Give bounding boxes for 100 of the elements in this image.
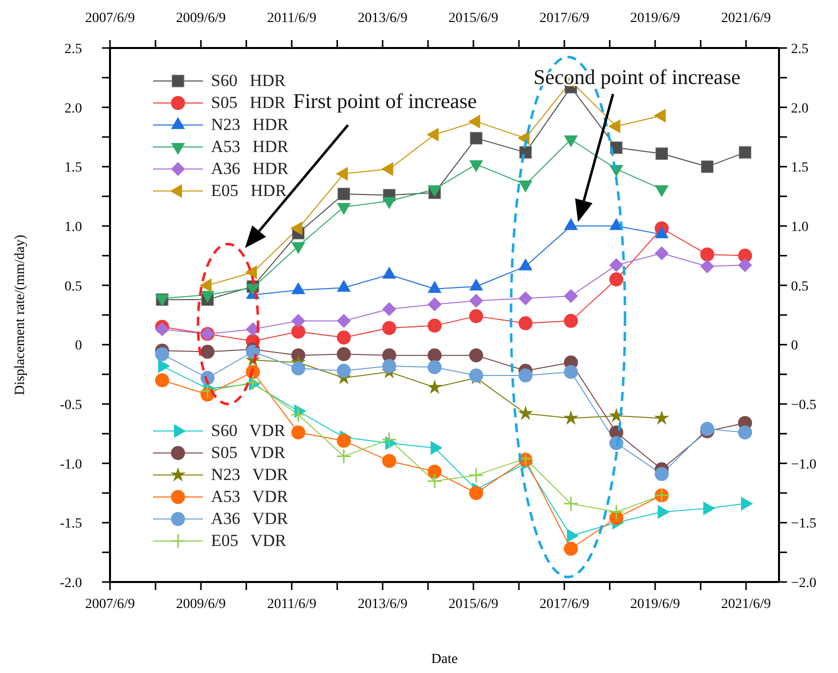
x2-tick-label: 2015/6/9: [448, 11, 498, 26]
y2-tick-label: 0: [791, 338, 798, 354]
point: [336, 314, 351, 328]
legend-label: E05 HDR: [211, 181, 287, 201]
y2-tick-label: −1.0: [791, 457, 816, 472]
y2-tick-label: 2.0: [791, 101, 808, 116]
point: [564, 314, 578, 328]
x-tick-label: 2021/6/9: [721, 596, 771, 612]
y-tick-label: 2.0: [64, 101, 82, 116]
y-tick-label: -0.5: [60, 398, 82, 413]
legend-label: A36 HDR: [211, 159, 288, 179]
y-tick-label: -1.5: [60, 516, 82, 532]
point: [336, 347, 351, 362]
point: [654, 246, 669, 260]
y-tick-label: 0.5: [64, 279, 82, 294]
point: [428, 360, 442, 374]
y2-tick-label: 2.5: [791, 42, 808, 57]
y-tick-label: 0: [75, 338, 82, 354]
point: [291, 361, 306, 376]
point: [518, 291, 533, 306]
point: [155, 347, 170, 362]
point: [700, 247, 714, 262]
y-axis-title: Displacement rate/(mm/day): [13, 234, 28, 396]
point: [382, 359, 396, 374]
point: [700, 259, 714, 274]
point: [654, 467, 669, 482]
x-tick-label: 2011/6/9: [267, 596, 316, 612]
point: [608, 504, 624, 520]
point: [382, 321, 396, 336]
y-tick-label: 1.0: [64, 220, 82, 235]
y-tick-label: 1.5: [64, 160, 82, 176]
point: [336, 448, 352, 464]
point: [427, 379, 442, 394]
point: [738, 258, 752, 272]
legend-label: S60 HDR: [211, 71, 286, 91]
point: [469, 309, 484, 324]
point: [155, 322, 170, 336]
x2-tick-label: 2021/6/9: [721, 11, 771, 26]
legend-label: S05 VDR: [211, 443, 286, 463]
point: [609, 272, 624, 286]
point: [428, 348, 442, 362]
point: [609, 258, 624, 272]
point: [654, 410, 670, 425]
x2-tick-label: 2013/6/9: [358, 11, 408, 26]
point: [738, 425, 752, 440]
point: [291, 324, 306, 339]
annotation: First point of increase: [293, 89, 477, 113]
point: [382, 454, 396, 468]
x-tick-label: 2007/6/9: [85, 596, 135, 612]
point: [428, 318, 442, 333]
y2-tick-label: 1.0: [791, 220, 808, 235]
x2-tick-label: 2011/6/9: [267, 11, 316, 26]
point: [518, 405, 534, 420]
y2-tick-label: −2.0: [791, 576, 816, 591]
legend-label: S60 VDR: [211, 421, 286, 441]
point: [563, 410, 579, 425]
point: [291, 314, 306, 328]
point: [428, 464, 442, 479]
point: [290, 406, 306, 422]
point: [564, 364, 578, 379]
legend-label: A36 VDR: [211, 509, 288, 529]
y-tick-label: -2.0: [60, 576, 82, 591]
x-tick-label: 2017/6/9: [539, 596, 590, 612]
legend-label: A53 HDR: [211, 137, 288, 157]
x-tick-label: 2009/6/9: [176, 596, 226, 612]
x-tick-label: 2013/6/9: [358, 596, 408, 612]
x-axis-title: Date: [431, 652, 458, 667]
y2-tick-label: 1.5: [791, 160, 808, 176]
point: [426, 473, 442, 489]
point: [564, 542, 578, 556]
point: [336, 330, 351, 345]
point: [428, 297, 442, 312]
legend-label: N23 VDR: [211, 465, 288, 485]
x2-tick-label: 2009/6/9: [176, 11, 226, 26]
point: [700, 160, 714, 173]
point: [245, 374, 261, 390]
point: [469, 294, 484, 308]
point: [381, 432, 397, 448]
y2-tick-label: 0.5: [791, 279, 808, 294]
point: [700, 422, 714, 436]
point: [469, 486, 484, 500]
point: [518, 368, 533, 383]
legend-label: S05 HDR: [211, 93, 286, 113]
point: [470, 132, 482, 144]
x-tick-label: 2015/6/9: [448, 596, 498, 612]
point: [200, 383, 216, 399]
legend-label: A53 VDR: [211, 487, 288, 507]
point: [738, 146, 752, 159]
x-tick-label: 2019/6/9: [630, 596, 680, 612]
point: [469, 348, 484, 362]
point: [564, 289, 578, 304]
point: [468, 467, 484, 483]
point: [291, 425, 306, 440]
y2-tick-label: −1.5: [791, 516, 816, 532]
point: [336, 364, 351, 378]
x2-tick-label: 2017/6/9: [539, 11, 590, 26]
point: [382, 302, 396, 316]
y2-tick-label: −0.5: [791, 398, 816, 413]
point: [518, 316, 533, 330]
y-tick-label: -1.0: [60, 457, 82, 472]
